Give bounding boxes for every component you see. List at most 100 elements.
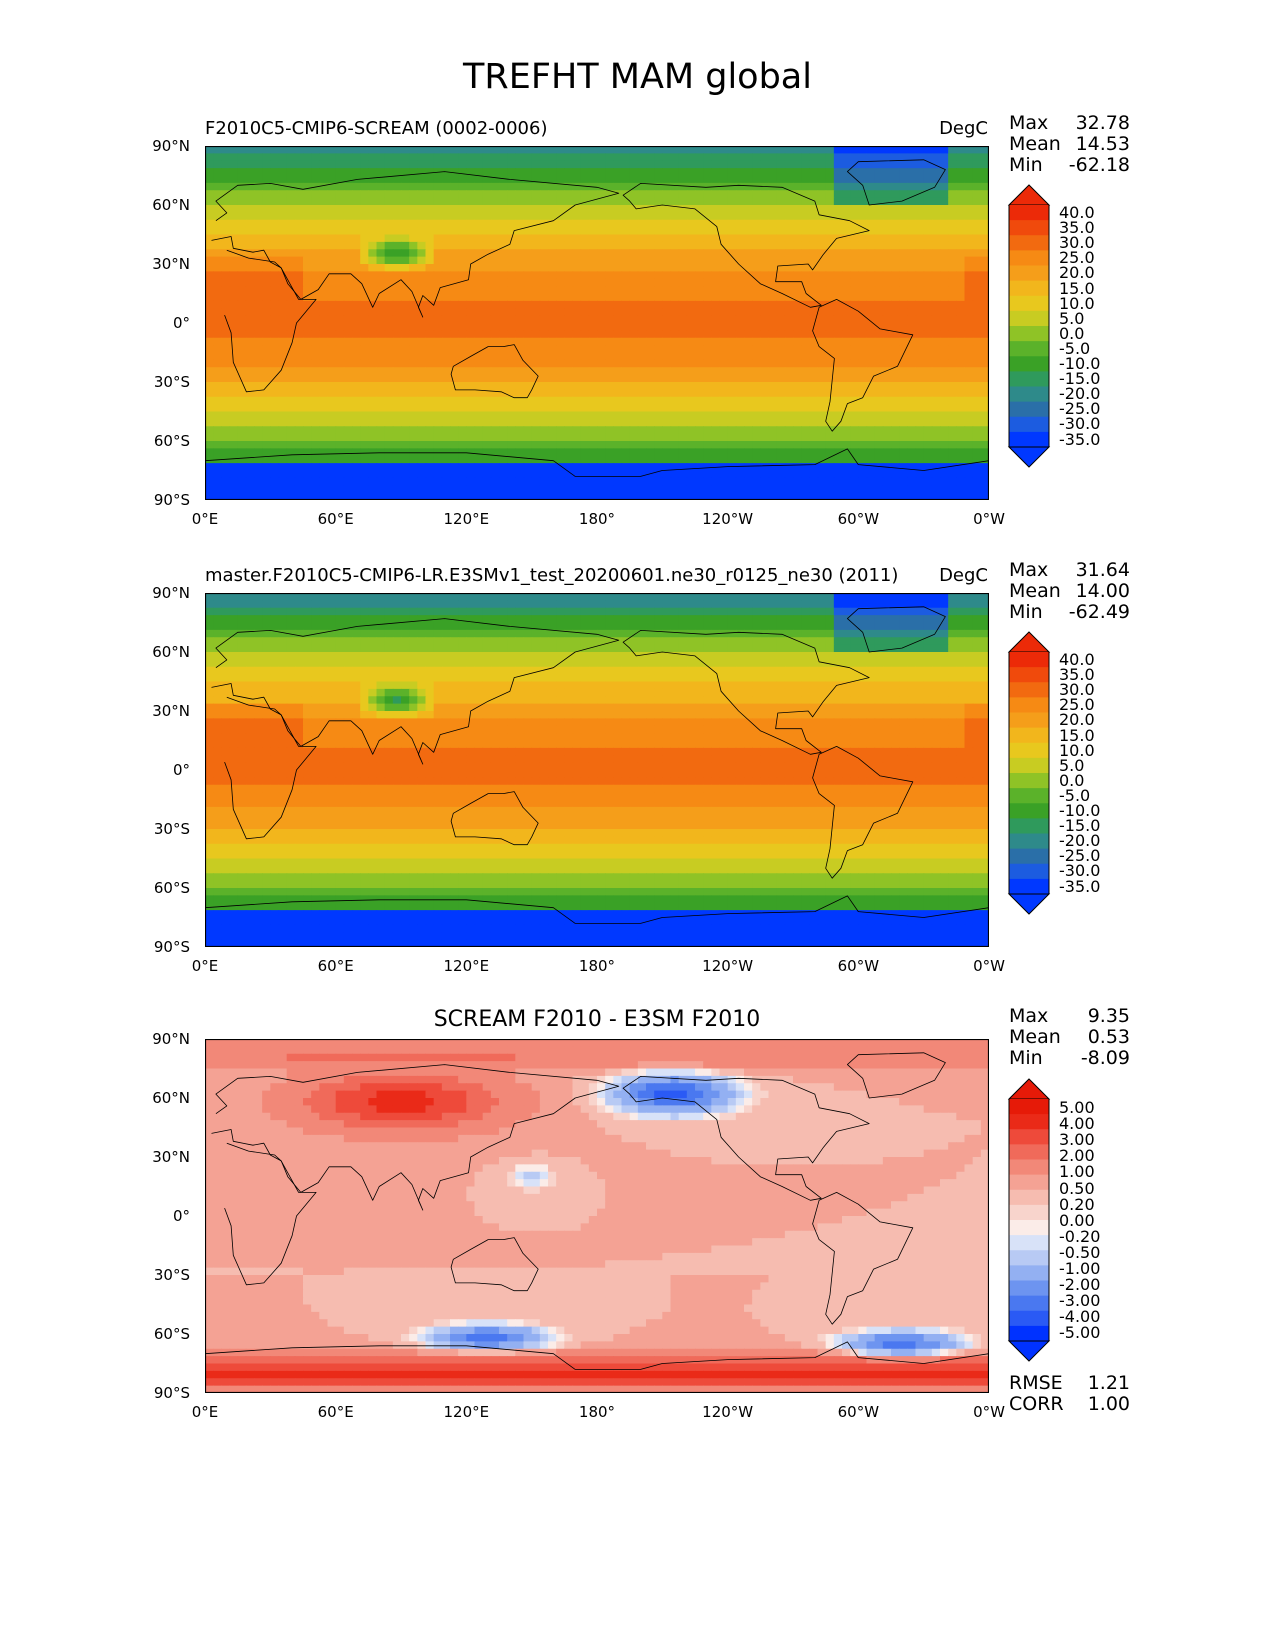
panel-3-colorbar-seg-1: [1009, 1114, 1049, 1130]
panel-2-colorbar-seg-15: [1009, 878, 1049, 895]
panel-1-colorbar-seg-4: [1009, 265, 1049, 282]
panel-3-colorbar-tick: 5.00: [1059, 1098, 1095, 1117]
panel-2-coastlines: [205, 606, 989, 924]
panel-3-colorbar-seg-15: [1009, 1325, 1049, 1342]
panel-1-colorbar-tick: 40.0: [1059, 203, 1095, 222]
panel-3-colorbar-tick: -0.50: [1059, 1242, 1101, 1262]
panel-2-field-grid: [205, 593, 989, 947]
panel-2-lon-tick-label: 120°E: [443, 957, 490, 975]
panel-3-colorbar-top-arrow: [1007, 1078, 1051, 1100]
panel-3-colorbar-seg-4: [1009, 1159, 1049, 1176]
panel-1-coast-northAmerica: [622, 183, 870, 308]
panel-1-colorbar-tick: -10.0: [1059, 354, 1101, 373]
panel-2-lat-tick-label: 90°S: [153, 938, 190, 956]
panel-2-colorbar-tick: 25.0: [1059, 695, 1095, 715]
panel-3-colorbar-tick: -2.00: [1059, 1275, 1101, 1295]
panel-3-colorbar-seg-8: [1009, 1220, 1049, 1236]
panel-1-units: DegC: [939, 118, 988, 139]
panel-3-colorbar-seg-7: [1009, 1204, 1049, 1221]
panel-1-colorbar-seg-7: [1009, 310, 1049, 327]
panel-2-coast-antarctica: [205, 895, 989, 924]
panel-1-colorbar-seg-1: [1009, 220, 1049, 236]
panel-2-coast-africa-0: [224, 696, 317, 840]
panel-3-colorbar-seg-12: [1009, 1280, 1049, 1297]
panel-3-colorbar-tick: -3.00: [1059, 1291, 1101, 1311]
panel-1-colorbar-tick: 20.0: [1059, 263, 1095, 283]
panel-1-colorbar-seg-12: [1009, 386, 1049, 403]
panel-2-colorbar-tick: -25.0: [1059, 846, 1101, 866]
panel-1-colorbar: [1007, 184, 1051, 468]
panel-3-colorbar-seg-9: [1009, 1235, 1049, 1251]
panel-1-colorbar-seg-2: [1009, 235, 1049, 251]
panel-3-colorbar-tick: 0.20: [1059, 1194, 1095, 1214]
panel-2-colorbar-seg-2: [1009, 682, 1049, 698]
panel-2-colorbar-seg-5: [1009, 727, 1049, 744]
panel-2-colorbar-seg-8: [1009, 773, 1049, 789]
panel-1-colorbar-tick: -35.0: [1059, 429, 1101, 449]
panel-1-colorbar-top-arrow: [1007, 184, 1051, 206]
panel-1-coast-africa-0: [224, 249, 317, 393]
panel-1-colorbar-tick: 35.0: [1059, 218, 1095, 238]
panel-2-map-frame: [205, 593, 989, 947]
panel-2-colorbar-seg-11: [1009, 818, 1049, 835]
panel-3-coastlines: [205, 1052, 989, 1370]
panel-2-lon-tick-label: 0°E: [191, 957, 219, 975]
panel-2-colorbar-seg-6: [1009, 742, 1049, 759]
figure-title: TREFHT MAM global: [463, 57, 812, 97]
panel-3-lat-tick-label: 60°S: [153, 1325, 190, 1343]
panel-3-coast-northAmerica: [622, 1076, 870, 1201]
panel-3-coast-eurasia-0: [211, 1064, 620, 1211]
panel-1-colorbar-tick: 15.0: [1059, 278, 1095, 298]
panel-3-lat-tick-label: 0°: [172, 1207, 190, 1225]
panel-1-lat-tick-label: 0°: [172, 314, 190, 332]
panel-2-lon-tick-label: 120°W: [702, 957, 754, 975]
panel-2-colorbar-top-arrow: [1007, 631, 1051, 653]
panel-1-field-grid: [205, 146, 989, 500]
panel-3-lat-tick-label: 60°N: [152, 1089, 190, 1107]
panel-3-title: SCREAM F2010 - E3SM F2010: [433, 1007, 761, 1032]
panel-1-colorbar-seg-5: [1009, 280, 1049, 297]
panel-3-extra-stats: RMSE 1.21 CORR 1.00: [1009, 1372, 1130, 1415]
panel-2-lat-tick-label: 60°N: [152, 643, 190, 661]
panel-3-colorbar-tick: -0.20: [1059, 1226, 1101, 1246]
panel-2-colorbar-seg-10: [1009, 803, 1049, 819]
panel-2-coast-northAmerica: [622, 630, 870, 755]
panel-1-lat-tick-label: 60°S: [153, 432, 190, 450]
panel-2-colorbar-seg-1: [1009, 667, 1049, 683]
panel-1-map-frame: [205, 146, 989, 500]
panel-1-lat-tick-label: 90°N: [152, 137, 190, 155]
panel-3-colorbar-tick: -1.00: [1059, 1259, 1101, 1278]
panel-3-lon-tick-label: 60°E: [317, 1403, 354, 1421]
panel-2-coast-eurasia-0: [211, 618, 620, 765]
panel-2-colorbar-tick: -5.0: [1059, 785, 1091, 805]
panel-3-colorbar-seg-3: [1009, 1144, 1049, 1161]
panel-2-coast-greenland: [847, 606, 946, 653]
panel-1-lon-tick-label: 180°: [578, 510, 616, 528]
panel-2-lon-tick-label: 0°W: [973, 957, 1005, 975]
panel-1-lon-tick-label: 0°W: [973, 510, 1005, 528]
panel-1-colorbar-seg-8: [1009, 326, 1049, 342]
panel-1-colorbar-tick: -20.0: [1059, 384, 1101, 404]
panel-2-lon-tick-label: 60°W: [837, 957, 880, 975]
panel-2-colorbar-seg-7: [1009, 757, 1049, 774]
panel-1-colorbar-seg-3: [1009, 250, 1049, 267]
panel-3-lat-tick-label: 30°S: [153, 1266, 190, 1284]
panel-1-lon-tick-label: 60°E: [317, 510, 354, 528]
panel-2-coast-australia: [450, 791, 539, 846]
panel-3-colorbar-tick: 1.00: [1059, 1162, 1095, 1182]
panel-1-colorbar-seg-0: [1009, 205, 1049, 221]
panel-2-lat-tick-label: 0°: [172, 761, 190, 779]
panel-1-lat-tick-label: 60°N: [152, 196, 190, 214]
panel-1-map: [205, 146, 989, 500]
panel-1-colorbar-seg-10: [1009, 356, 1049, 372]
panel-1-title: F2010C5-CMIP6-SCREAM (0002-0006): [205, 118, 548, 139]
panel-2-coast-southAmerica: [812, 745, 914, 879]
panel-3-lat-tick-label: 90°N: [152, 1030, 190, 1048]
panel-2-colorbar-tick: 35.0: [1059, 665, 1095, 685]
panel-3-colorbar-seg-11: [1009, 1265, 1049, 1282]
panel-1-coast-eurasia-0: [211, 171, 620, 318]
panel-3-lat-tick-label: 30°N: [152, 1148, 190, 1166]
panel-3-colorbar-seg-6: [1009, 1189, 1049, 1206]
panel-2-colorbar-tick: 10.0: [1059, 740, 1095, 760]
panel-3-colorbar-tick: 3.00: [1059, 1130, 1095, 1150]
